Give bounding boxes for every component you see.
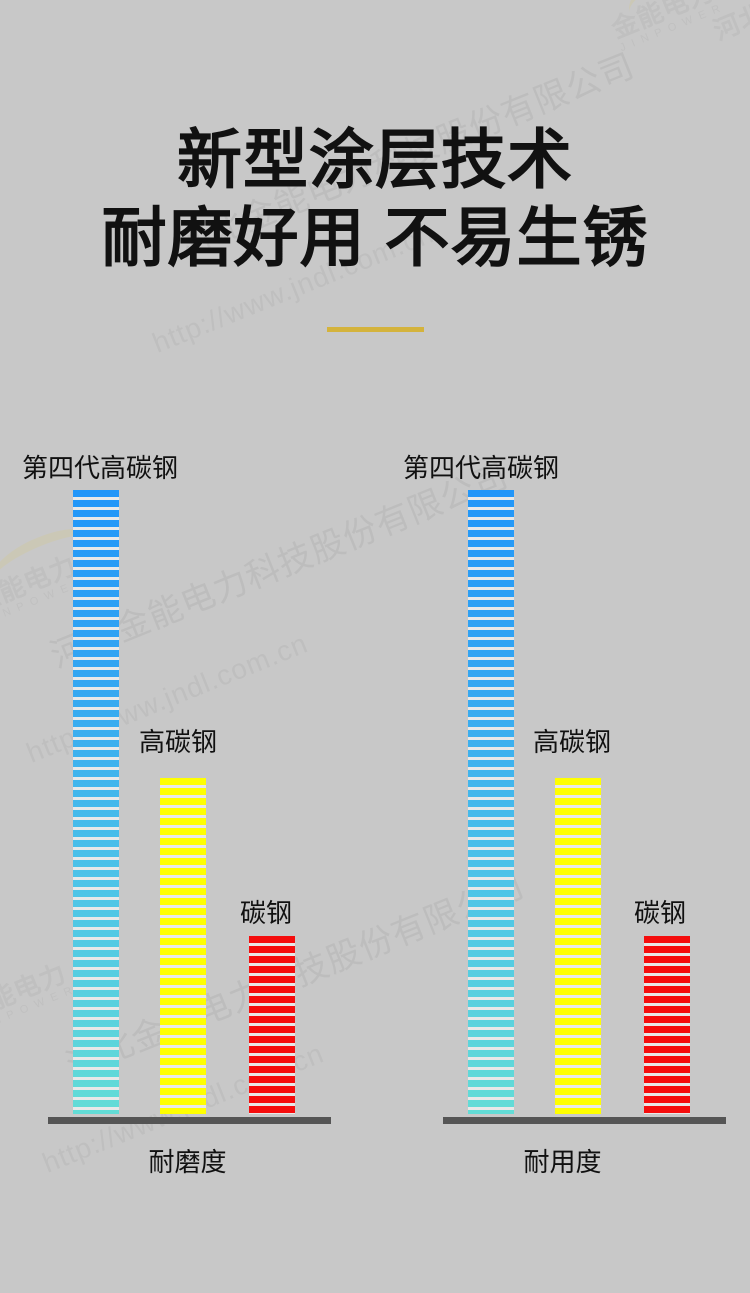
- bar-label-gen4-left: 第四代高碳钢: [22, 453, 179, 483]
- chart-panel-wear-resistance: 第四代高碳钢 高碳钢 碳钢 耐磨度: [0, 430, 375, 1190]
- bar-stripes: [160, 778, 206, 1114]
- bar-label-carbon-right: 碳钢: [634, 898, 687, 928]
- bar-high-left: [160, 778, 206, 1114]
- bar-stripes: [468, 490, 514, 1114]
- title-divider: [327, 327, 424, 332]
- bar-gen4-right: [468, 490, 514, 1114]
- chart-axis-line-left: [48, 1117, 331, 1124]
- bar-high-right: [555, 778, 601, 1114]
- bar-stripes: [249, 936, 295, 1114]
- watermark-logo-cn-top: 金能电力: [607, 0, 719, 44]
- bar-stripes: [73, 490, 119, 1114]
- bar-label-high-left: 高碳钢: [139, 727, 218, 757]
- bar-label-gen4-right: 第四代高碳钢: [403, 453, 560, 483]
- bar-gen4-left: [73, 490, 119, 1114]
- bar-stripes: [555, 778, 601, 1114]
- watermark-logo-en-top: JINPOWER: [618, 0, 729, 55]
- watermark-logo-top: 金能电力 JINPOWER: [607, 0, 729, 56]
- bar-carbon-right: [644, 936, 690, 1114]
- chart-axis-label-right: 耐用度: [523, 1147, 602, 1177]
- watermark-logo-cn-corner: 河北: [709, 0, 750, 46]
- chart-axis-label-left: 耐磨度: [148, 1147, 227, 1177]
- chart-axis-line-right: [443, 1117, 726, 1124]
- chart-panel-durability: 第四代高碳钢 高碳钢 碳钢 耐用度: [375, 430, 750, 1190]
- bar-stripes: [644, 936, 690, 1114]
- watermark-logo-corner: 河北: [709, 0, 750, 46]
- bar-label-carbon-left: 碳钢: [240, 898, 293, 928]
- bar-carbon-left: [249, 936, 295, 1114]
- watermark-swoosh-top: [620, 0, 750, 38]
- page-title-line-2: 耐磨好用 不易生锈: [101, 201, 649, 274]
- bar-label-high-right: 高碳钢: [533, 727, 612, 757]
- page-title-line-1: 新型涂层技术: [176, 123, 573, 196]
